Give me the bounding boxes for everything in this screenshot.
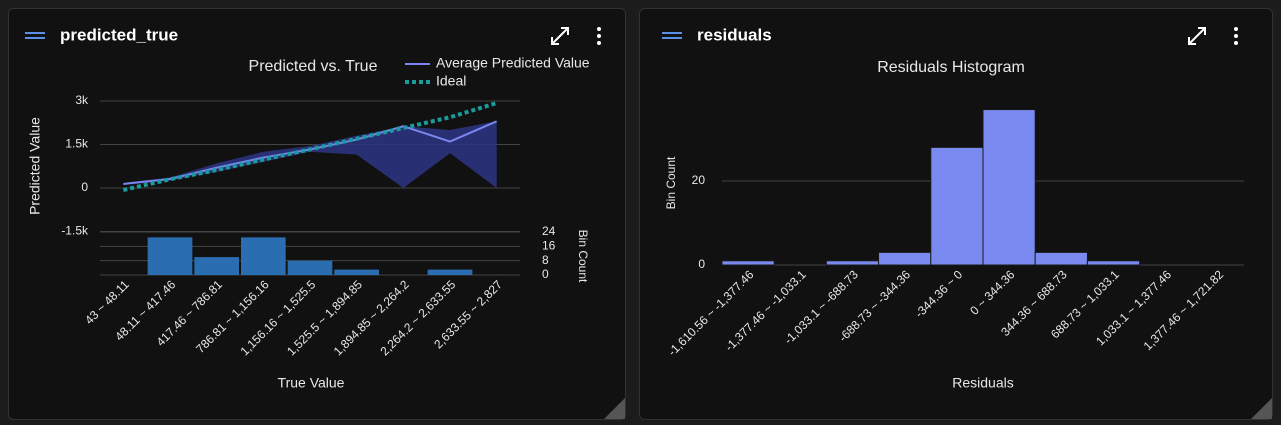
y2-axis-label: Bin Count	[576, 230, 590, 283]
histogram-bar	[194, 257, 239, 275]
menu-button[interactable]	[1234, 27, 1238, 45]
resize-handle[interactable]	[604, 398, 625, 419]
confidence-band	[123, 121, 497, 188]
histogram-bar	[721, 260, 775, 266]
drag-handle[interactable]	[25, 32, 682, 39]
legend-label: Average Predicted Value	[436, 55, 590, 71]
y2-tick-label: 8	[542, 253, 549, 267]
histogram-bar	[982, 109, 1036, 266]
y-axis-label: Bin Count	[664, 156, 678, 209]
histogram-bar	[147, 237, 193, 275]
histogram-bar	[825, 260, 880, 266]
x-axis-label: True Value	[278, 375, 345, 391]
histogram-bar	[287, 260, 333, 275]
chart-title: Predicted vs. True	[249, 58, 378, 75]
y-tick-label: 3k	[75, 93, 89, 107]
histogram-bar	[1034, 251, 1088, 266]
chart-title: Residuals Histogram	[877, 59, 1025, 76]
histogram-bar	[241, 237, 286, 275]
y2-tick-label: 24	[542, 224, 556, 238]
panel	[8, 8, 626, 420]
histogram-bar	[427, 269, 473, 275]
y-axis-label: Predicted Value	[27, 117, 43, 215]
x-axis-label: Residuals	[952, 375, 1013, 391]
menu-button[interactable]	[597, 27, 601, 45]
y-tick-label: -1.5k	[61, 224, 89, 238]
expand-button[interactable]	[551, 27, 569, 45]
panel-title: predicted_true	[60, 25, 178, 44]
series-line	[122, 101, 498, 192]
histogram-bar	[878, 251, 932, 266]
y2-tick-label: 0	[542, 267, 549, 281]
y-tick-label: 1.5k	[65, 137, 89, 151]
expand-button[interactable]	[1188, 27, 1206, 45]
legend-label: Ideal	[436, 73, 466, 89]
panel-title: residuals	[697, 25, 772, 44]
histogram-bar	[1086, 260, 1141, 266]
histogram-bar	[334, 269, 379, 275]
y-tick-label: 0	[698, 257, 705, 271]
y-tick-label: 0	[81, 180, 88, 194]
histogram-bar	[930, 146, 984, 266]
resize-handle[interactable]	[1251, 398, 1272, 419]
y2-tick-label: 16	[542, 239, 556, 253]
y-tick-label: 20	[692, 173, 706, 187]
